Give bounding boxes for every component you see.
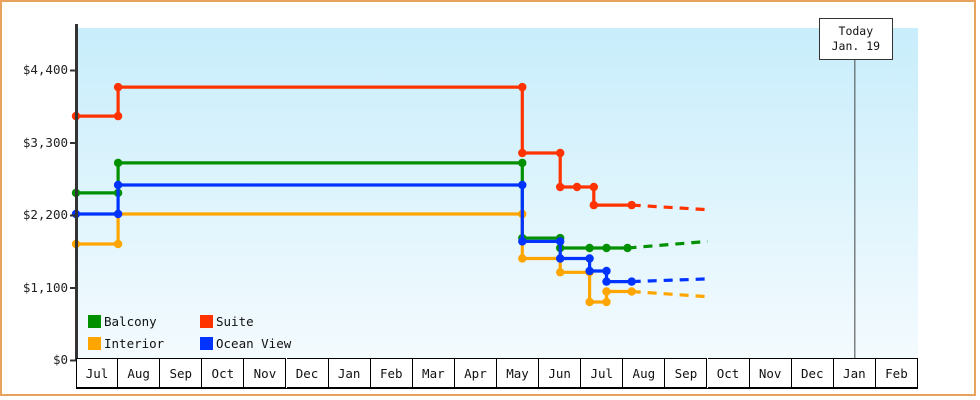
data-point[interactable]: [627, 200, 636, 210]
data-point[interactable]: [589, 200, 598, 210]
legend-label-suite: Suite: [216, 313, 254, 329]
data-point[interactable]: [602, 243, 611, 253]
month-label-cell: May: [497, 358, 540, 388]
legend-swatch-ocean-view: [200, 336, 213, 350]
chart-legend: Balcony Suite Interior Ocean View: [88, 310, 298, 354]
legend-label-ocean-view: Ocean View: [216, 335, 292, 351]
series-forecast-line: [631, 289, 708, 299]
legend-swatch-balcony: [88, 314, 101, 328]
data-point[interactable]: [113, 82, 123, 92]
y-tick-label: $4,400: [22, 62, 68, 77]
legend-item-interior[interactable]: Interior: [88, 336, 200, 351]
series-forecast-line: [631, 203, 708, 212]
month-label-cell: Apr: [454, 358, 497, 388]
data-point[interactable]: [556, 237, 565, 246]
data-point[interactable]: [585, 243, 594, 253]
data-point[interactable]: [556, 268, 565, 277]
month-label-cell: Sep: [160, 358, 203, 388]
month-label-cell: Jul: [76, 358, 119, 388]
y-tick-label: $1,100: [22, 279, 68, 295]
data-point[interactable]: [518, 148, 527, 158]
month-label-cell: Aug: [118, 358, 161, 388]
series-layer: [71, 82, 708, 307]
y-tick-label: $3,300: [22, 134, 68, 150]
data-point[interactable]: [589, 182, 598, 192]
data-point[interactable]: [113, 209, 123, 219]
data-point[interactable]: [518, 180, 527, 190]
data-point[interactable]: [113, 111, 123, 121]
data-point[interactable]: [627, 277, 636, 286]
month-label-cell: Feb: [875, 358, 918, 388]
month-label-cell: Aug: [623, 358, 666, 388]
month-label-cell: Oct: [202, 358, 245, 388]
series-suite: [71, 82, 708, 212]
month-label-cell: Dec: [286, 358, 329, 388]
data-point[interactable]: [602, 297, 611, 307]
legend-item-ocean-view[interactable]: Ocean View: [200, 336, 291, 351]
month-label-cell: Jun: [539, 358, 582, 388]
legend-item-suite[interactable]: Suite: [200, 314, 254, 329]
data-point[interactable]: [518, 254, 527, 263]
data-point[interactable]: [585, 297, 594, 307]
today-label: Today: [838, 24, 874, 38]
month-label-cell: Jan: [833, 358, 876, 388]
data-point[interactable]: [556, 148, 565, 158]
month-label-cell: Oct: [707, 358, 750, 388]
data-point[interactable]: [113, 239, 123, 249]
y-tick-label: $0: [52, 352, 68, 367]
data-point[interactable]: [113, 158, 123, 168]
today-date: Jan. 19: [831, 39, 881, 53]
data-point[interactable]: [623, 243, 632, 253]
month-label-cell: Nov: [749, 358, 792, 388]
data-point[interactable]: [585, 266, 594, 276]
legend-label-interior: Interior: [104, 335, 165, 351]
month-label-cell: Sep: [665, 358, 708, 388]
series-forecast-line: [627, 239, 708, 250]
data-point[interactable]: [627, 287, 636, 296]
data-point[interactable]: [556, 182, 565, 192]
legend-swatch-interior: [88, 336, 101, 350]
data-point[interactable]: [602, 277, 611, 286]
month-label-cell: Nov: [244, 358, 287, 388]
month-label-cell: Jul: [581, 358, 624, 388]
month-label-cell: Dec: [791, 358, 834, 388]
data-point[interactable]: [572, 182, 582, 192]
series-line: [74, 161, 630, 250]
data-point[interactable]: [602, 266, 611, 276]
series-forecast-line: [631, 277, 708, 284]
data-point[interactable]: [556, 254, 565, 263]
data-point[interactable]: [113, 180, 123, 190]
data-point[interactable]: [518, 82, 527, 92]
data-point[interactable]: [518, 158, 527, 168]
data-point[interactable]: [585, 254, 594, 263]
month-label-cell: Jan: [328, 358, 371, 388]
legend-label-balcony: Balcony: [104, 313, 157, 329]
legend-swatch-suite: [200, 314, 213, 328]
y-tick-label: $2,200: [22, 207, 68, 222]
plot-area-background: [76, 28, 918, 360]
today-annotation-box: Today Jan. 19: [818, 18, 893, 60]
data-point[interactable]: [602, 287, 611, 296]
legend-item-balcony[interactable]: Balcony: [88, 314, 200, 329]
data-point[interactable]: [518, 237, 527, 246]
month-label-cell: Mar: [412, 358, 455, 388]
month-label-cell: Feb: [370, 358, 413, 388]
